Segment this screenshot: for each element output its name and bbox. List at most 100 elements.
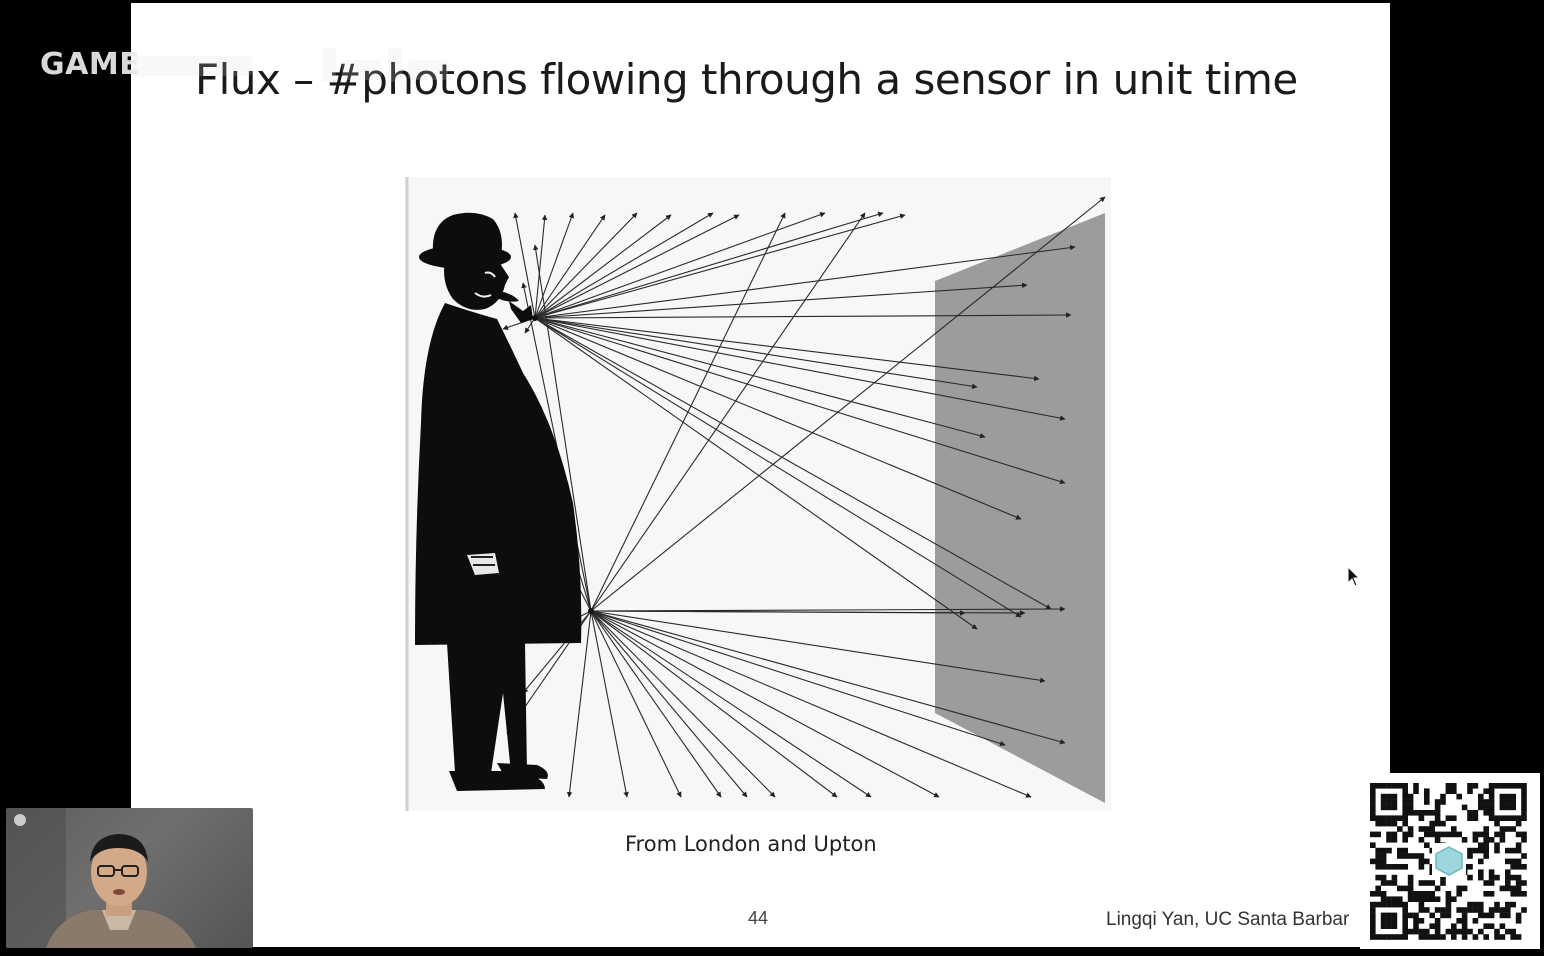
qr-module: [1375, 885, 1381, 892]
qr-module: [1391, 880, 1398, 886]
qr-code[interactable]: [1360, 773, 1540, 949]
qr-module: [1402, 918, 1408, 924]
qr-module: [1451, 815, 1457, 821]
qr-module: [1429, 896, 1435, 902]
qr-module: [1445, 815, 1452, 821]
qr-module: [1488, 788, 1495, 794]
qr-module: [1386, 831, 1392, 838]
qr-module: [1472, 810, 1479, 816]
qr-module: [1402, 783, 1408, 789]
qr-module: [1380, 804, 1387, 811]
qr-module: [1375, 815, 1381, 821]
hand-lines: [471, 556, 495, 566]
qr-module: [1467, 810, 1473, 816]
qr-module: [1488, 799, 1495, 805]
qr-module: [1418, 858, 1425, 865]
qr-module: [1445, 896, 1452, 902]
emission-point-head: [532, 315, 538, 321]
qr-module: [1391, 896, 1398, 902]
qr-module: [1429, 923, 1435, 929]
qr-module: [1370, 918, 1376, 924]
qr-module: [1424, 842, 1430, 848]
qr-module: [1461, 912, 1468, 919]
qr-module: [1402, 847, 1408, 854]
qr-module: [1370, 891, 1376, 897]
qr-module: [1402, 788, 1408, 794]
qr-module: [1510, 934, 1516, 940]
qr-module: [1510, 901, 1516, 908]
qr-module: [1429, 912, 1435, 919]
light-ray-body-25: [590, 196, 1106, 612]
qr-module: [1445, 788, 1452, 794]
qr-module: [1418, 891, 1425, 897]
qr-module: [1510, 874, 1516, 881]
qr-module: [1413, 896, 1419, 902]
qr-module: [1397, 934, 1403, 940]
qr-module: [1521, 804, 1527, 811]
light-ray-head-18: [534, 317, 1022, 520]
qr-module: [1418, 907, 1425, 913]
qr-module: [1499, 912, 1506, 919]
qr-module: [1397, 783, 1403, 789]
qr-module: [1434, 810, 1441, 816]
qr-module: [1402, 810, 1408, 816]
qr-module: [1402, 804, 1408, 811]
qr-module: [1461, 928, 1468, 935]
qr-module: [1424, 928, 1430, 935]
qr-module: [1380, 923, 1387, 929]
light-rays: [502, 196, 1106, 798]
qr-module: [1494, 934, 1500, 940]
qr-module: [1488, 815, 1495, 821]
qr-module: [1478, 842, 1484, 848]
coat: [415, 303, 582, 645]
qr-module: [1451, 934, 1457, 940]
qr-module: [1451, 928, 1457, 935]
qr-module: [1434, 831, 1441, 838]
qr-module: [1451, 896, 1457, 902]
qr-module: [1488, 907, 1495, 913]
qr-module: [1494, 815, 1500, 821]
light-ray-body-7: [566, 610, 592, 798]
qr-module: [1488, 891, 1495, 897]
qr-module: [1413, 810, 1419, 816]
qr-module: [1402, 928, 1408, 935]
qr-module: [1510, 864, 1516, 870]
qr-module: [1434, 918, 1441, 924]
qr-module: [1380, 912, 1387, 919]
qr-module: [1391, 799, 1398, 805]
light-ray-body-16: [590, 610, 1032, 798]
qr-code-icon: [1370, 783, 1527, 940]
qr-module: [1418, 934, 1425, 940]
shoe-front: [497, 763, 548, 779]
qr-module: [1445, 912, 1452, 919]
qr-module: [1424, 788, 1430, 794]
qr-module: [1472, 934, 1479, 940]
qr-module: [1375, 783, 1381, 789]
light-ray-head-17: [534, 317, 1066, 421]
qr-module: [1407, 799, 1414, 805]
light-ray-head-6: [534, 212, 714, 319]
qr-module: [1434, 907, 1441, 913]
qr-module: [1407, 912, 1414, 919]
qr-module: [1429, 826, 1435, 832]
qr-module: [1494, 907, 1500, 913]
qr-module: [1391, 918, 1398, 924]
qr-module: [1451, 831, 1457, 838]
qr-module: [1375, 864, 1381, 870]
qr-module: [1391, 901, 1398, 908]
qr-module: [1505, 880, 1511, 886]
qr-module: [1515, 815, 1522, 821]
qr-module: [1483, 831, 1489, 838]
qr-module: [1407, 885, 1414, 892]
light-ray-body-19: [590, 610, 1046, 683]
qr-module: [1407, 928, 1414, 935]
qr-module: [1510, 783, 1516, 789]
qr-module: [1370, 934, 1376, 940]
qr-module: [1505, 815, 1511, 821]
qr-module: [1380, 799, 1387, 805]
light-ray-body-8: [590, 610, 629, 798]
qr-module: [1472, 837, 1479, 843]
qr-module: [1370, 912, 1376, 919]
qr-module: [1440, 934, 1446, 940]
qr-module: [1380, 864, 1387, 870]
